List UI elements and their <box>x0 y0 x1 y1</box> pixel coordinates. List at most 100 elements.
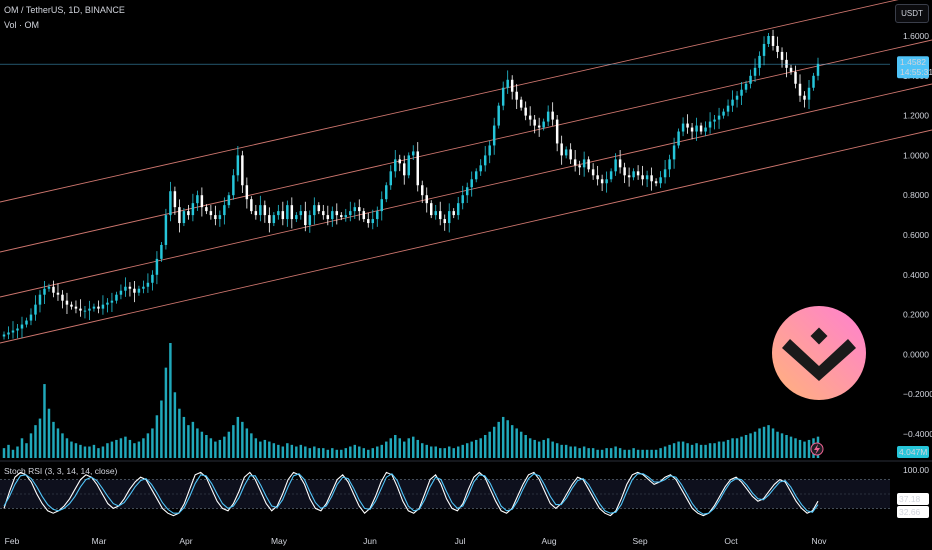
candle-body <box>268 215 271 224</box>
candle-body <box>101 304 105 309</box>
price-axis-tick: 0.4000 <box>903 270 929 280</box>
candle-body <box>421 185 424 196</box>
x-axis-tick: May <box>271 536 288 546</box>
candle-body <box>119 290 123 295</box>
volume-bar <box>7 444 10 458</box>
candle-body <box>546 111 550 122</box>
volume-bar <box>164 367 168 458</box>
volume-bar <box>290 444 294 458</box>
volume-bar <box>677 441 680 458</box>
volume-bar <box>416 439 419 458</box>
stoch-k-badge <box>897 493 929 505</box>
candle-body <box>668 159 671 170</box>
volume-bar <box>555 443 559 458</box>
volume-bar <box>214 441 217 458</box>
candle-body <box>443 219 446 224</box>
volume-bar <box>690 444 694 458</box>
candle-body <box>461 195 464 204</box>
volume-bar <box>771 428 775 458</box>
volume-bar <box>241 421 244 458</box>
candle-body <box>7 332 10 335</box>
volume-bar <box>609 448 613 458</box>
logo-diamond-shape <box>810 327 828 345</box>
candle-body <box>169 191 172 216</box>
candle-body <box>137 288 141 293</box>
candle-body <box>349 211 352 216</box>
candle-body <box>286 205 289 220</box>
volume-bar <box>160 400 163 458</box>
volume-bar <box>389 438 392 458</box>
candle-body <box>699 125 703 132</box>
volume-bar <box>582 446 586 458</box>
volume-bar <box>587 448 590 458</box>
volume-bar <box>250 433 253 458</box>
candle-body <box>92 306 96 309</box>
volume-bar <box>259 441 262 458</box>
candle-body <box>614 159 617 172</box>
candle-body <box>304 211 307 226</box>
candle-body <box>106 302 109 305</box>
mantra-logo-icon <box>772 306 866 400</box>
candle-body <box>762 43 766 56</box>
candle-body <box>758 55 761 68</box>
trend-channel-line <box>0 39 932 253</box>
candle-body <box>798 83 802 96</box>
volume-bar <box>744 435 748 458</box>
volume-bar <box>205 435 208 458</box>
stoch-k-line <box>3 471 819 517</box>
volume-bar <box>762 426 766 458</box>
candle-body <box>578 165 581 168</box>
candle-body <box>227 195 231 206</box>
price-axis-tick: 0.0000 <box>903 349 929 359</box>
candle-body <box>605 179 608 184</box>
volume-bar <box>749 433 752 458</box>
volume-bar <box>115 439 118 458</box>
price-axis-tick: 1.0000 <box>903 150 929 160</box>
candle-body <box>641 175 644 180</box>
x-axis-tick: Feb <box>5 536 20 546</box>
candle-body <box>367 219 370 224</box>
candle-body <box>331 211 334 220</box>
candle-body <box>47 286 51 289</box>
volume-bar <box>128 439 132 458</box>
candle-body <box>403 163 406 176</box>
volume-bar <box>492 426 496 458</box>
candle-body <box>618 159 622 168</box>
price-axis-tick: 0.2000 <box>903 310 929 320</box>
volume-bar <box>722 441 725 458</box>
current-price-badge <box>897 56 929 79</box>
stoch-d-label: 32.66 <box>899 507 921 517</box>
candle-body <box>223 205 226 216</box>
candle-body <box>263 205 267 216</box>
candle-body <box>362 211 366 220</box>
candle-body <box>272 215 276 224</box>
volume-bar <box>740 436 743 458</box>
candle-body <box>178 207 181 224</box>
candle-body <box>196 195 199 204</box>
volume-bar <box>124 436 127 458</box>
candle-body <box>785 59 788 68</box>
volume-bar <box>474 439 478 458</box>
candle-body <box>52 286 55 293</box>
candle-body <box>596 175 599 180</box>
volume-bar <box>281 446 285 458</box>
candle-body <box>447 211 451 224</box>
volume-bar <box>97 448 100 458</box>
currency-button[interactable]: USDT <box>895 4 929 23</box>
volume-bar <box>456 446 460 458</box>
volume-bar <box>371 448 375 458</box>
volume-bar <box>483 435 487 458</box>
volume-bar <box>605 448 608 458</box>
candle-body <box>2 334 6 337</box>
candle-body <box>416 151 419 186</box>
volume-bar <box>430 446 433 458</box>
candle-body <box>394 159 397 172</box>
volume-bar <box>533 439 536 458</box>
volume-bar <box>551 441 554 458</box>
candle-body <box>133 288 136 293</box>
volume-bar <box>308 448 312 458</box>
volume-bar <box>780 433 784 458</box>
candle-body <box>587 159 590 170</box>
candle-body <box>25 320 28 325</box>
